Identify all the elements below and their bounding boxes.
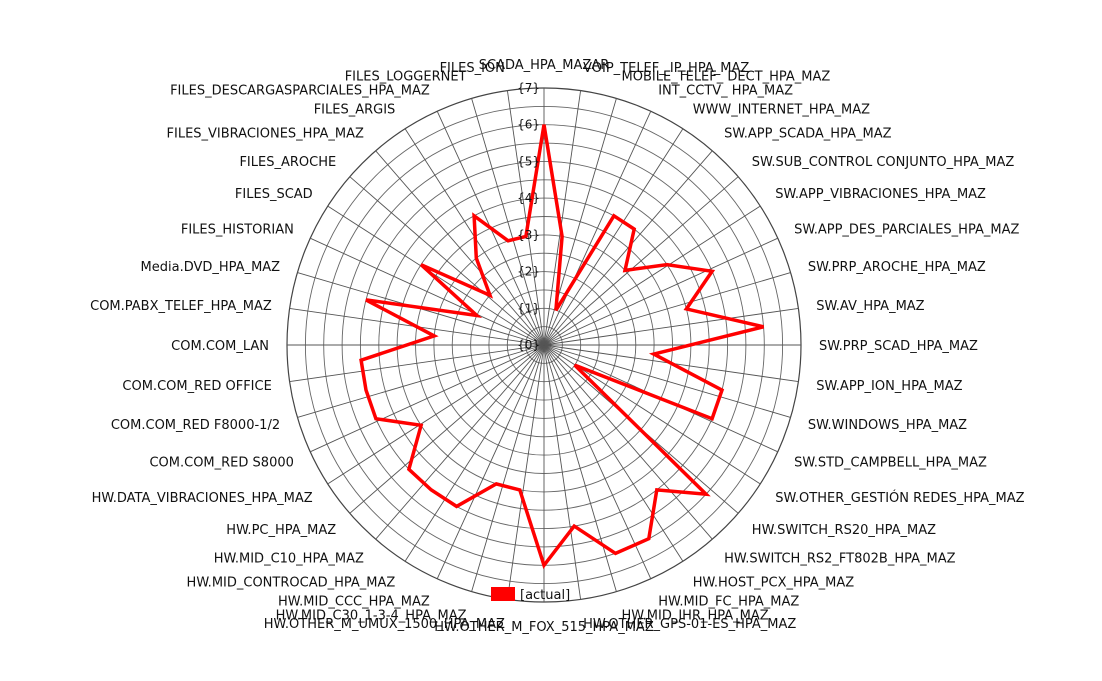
grid-spoke [543, 237, 778, 346]
grid-spoke [543, 205, 761, 346]
category-label: COM.COM_RED S8000 [149, 456, 293, 471]
category-label: FILES_ARGIS [314, 103, 396, 118]
chart-series [359, 124, 764, 570]
category-label: SW.STD_CAMPBELL_HPA_MAZ [794, 456, 987, 471]
grid-spoke [543, 344, 617, 592]
grid-spoke [327, 205, 545, 346]
category-label: FILES_ION [440, 61, 505, 76]
tick-label: {4} [517, 191, 540, 205]
grid-spoke [543, 307, 799, 346]
legend-swatch [491, 587, 515, 601]
tick-label: {2} [517, 265, 540, 279]
category-label: FILES_HISTORIAN [181, 222, 294, 237]
category-label: WWW_INTERNET_HPA_MAZ [693, 103, 870, 118]
category-label: HW.MID_CONTROCAD_HPA_MAZ [187, 575, 396, 590]
category-label: COM.PABX_TELEF_HPA_MAZ [90, 299, 272, 314]
grid-spoke [436, 344, 545, 579]
category-label: HW.HOST_PCX_HPA_MAZ [693, 575, 855, 590]
grid-spoke [543, 111, 652, 346]
grid-spoke [543, 344, 684, 562]
category-label: FILES_AROCHE [239, 155, 336, 170]
category-label: HW.OTHER_GPS-01-ES_HPA_MAZ [583, 617, 796, 632]
grid-spoke [310, 344, 545, 453]
category-label: SW.WINDOWS_HPA_MAZ [808, 418, 967, 433]
grid-spoke [543, 176, 739, 346]
grid-spoke [375, 344, 545, 540]
category-label: INT_CCTV_ HPA_MAZ [658, 83, 793, 98]
grid-spoke [506, 344, 545, 600]
category-label: SW.OTHER_GESTIÓN REDES_HPA_MAZ [775, 490, 1024, 506]
category-label: FILES_VIBRACIONES_HPA_MAZ [167, 127, 364, 142]
category-label: SW.SUB_CONTROL CONJUNTO_HPA_MAZ [752, 155, 1015, 170]
category-label: SW.APP_SCADA_HPA_MAZ [724, 127, 892, 142]
category-label: FILES_DESCARGASPARCIALES_HPA_MAZ [170, 83, 430, 98]
tick-label: {7} [517, 81, 540, 95]
grid-spoke [310, 237, 545, 346]
category-label: HW.OTHER_M_UMUX_1500_HPA_MAZ [264, 617, 505, 632]
category-label: HW.DATA_VIBRACIONES_HPA_MAZ [92, 491, 313, 506]
category-label: SW.APP_ION_HPA_MAZ [816, 379, 962, 394]
category-label: HW.MID_CCC_HPA_MAZ [278, 595, 430, 610]
category-label: HW.SWITCH_RS20_HPA_MAZ [752, 523, 936, 538]
category-label: SW.PRP_SCAD_HPA_MAZ [819, 339, 978, 354]
category-label: VOIP_TELEF_ IP_HPA_MAZ [583, 61, 749, 76]
grid-spoke [289, 344, 545, 383]
tick-label: {6} [517, 118, 540, 132]
category-label: SW.APP_DES_PARCIALES_HPA_MAZ [794, 222, 1019, 237]
series-line [359, 124, 764, 570]
grid-spoke [471, 344, 545, 592]
category-label: COM.COM_LAN [171, 339, 269, 354]
tick-label: {0} [517, 338, 540, 352]
category-label: HW.SWITCH_RS2_FT802B_HPA_MAZ [724, 551, 956, 566]
grid-spoke [543, 344, 652, 579]
radial-tick-labels: {0} {1} {2} {3} {4} {5} {6} {7} [517, 81, 540, 352]
grid-spoke [471, 98, 545, 346]
category-label: HW.PC_HPA_MAZ [226, 523, 336, 538]
category-label: SW.APP_VIBRACIONES_HPA_MAZ [775, 187, 986, 202]
category-label: SCADA_HPA_MAZAR [479, 58, 610, 73]
category-label: HW.OTHER_M_FOX_515_HPA_MAZ [434, 620, 654, 635]
tick-label: {1} [517, 301, 540, 315]
legend-label: [actual] [520, 588, 570, 603]
grid-spoke [543, 344, 713, 540]
grid-spoke [543, 344, 791, 418]
category-label: FILES_LOGGERNET [345, 69, 467, 84]
grid-spoke [297, 344, 545, 418]
category-label: COM.COM_RED F8000-1/2 [111, 418, 280, 433]
category-label: COM.COM_RED OFFICE [122, 379, 271, 394]
grid-spoke [327, 344, 545, 485]
tick-label: {3} [517, 228, 540, 242]
category-label: MOBILE_TELEF_ DECT_HPA_MAZ [622, 69, 831, 84]
category-label: SW.AV_HPA_MAZ [816, 299, 924, 314]
category-label: HW.MID_C30_1-3-4_HPA_MAZ [276, 609, 467, 624]
category-label: FILES_SCAD [235, 187, 313, 202]
category-label: HW.MID_FC_HPA_MAZ [658, 595, 799, 610]
legend: [actual] [491, 587, 570, 603]
category-label: Media.DVD_HPA_MAZ [141, 260, 281, 275]
tick-label: {5} [517, 154, 540, 168]
category-label: SW.PRP_AROCHE_HPA_MAZ [808, 260, 986, 275]
grid-spoke [506, 90, 545, 346]
category-label: HW.MID_C10_HPA_MAZ [214, 551, 364, 566]
grid-spoke [349, 344, 545, 514]
grid-spoke [375, 150, 545, 346]
grid-spoke [543, 90, 582, 346]
chart-grid [286, 87, 802, 603]
grid-spoke [543, 344, 582, 600]
grid-spoke [404, 344, 545, 562]
grid-spoke [349, 176, 545, 346]
grid-spoke [543, 150, 713, 346]
category-label: HW.MID_IHR_HPA_MAZ [622, 609, 769, 624]
grid-spoke [543, 128, 684, 346]
grid-spoke [543, 272, 791, 346]
